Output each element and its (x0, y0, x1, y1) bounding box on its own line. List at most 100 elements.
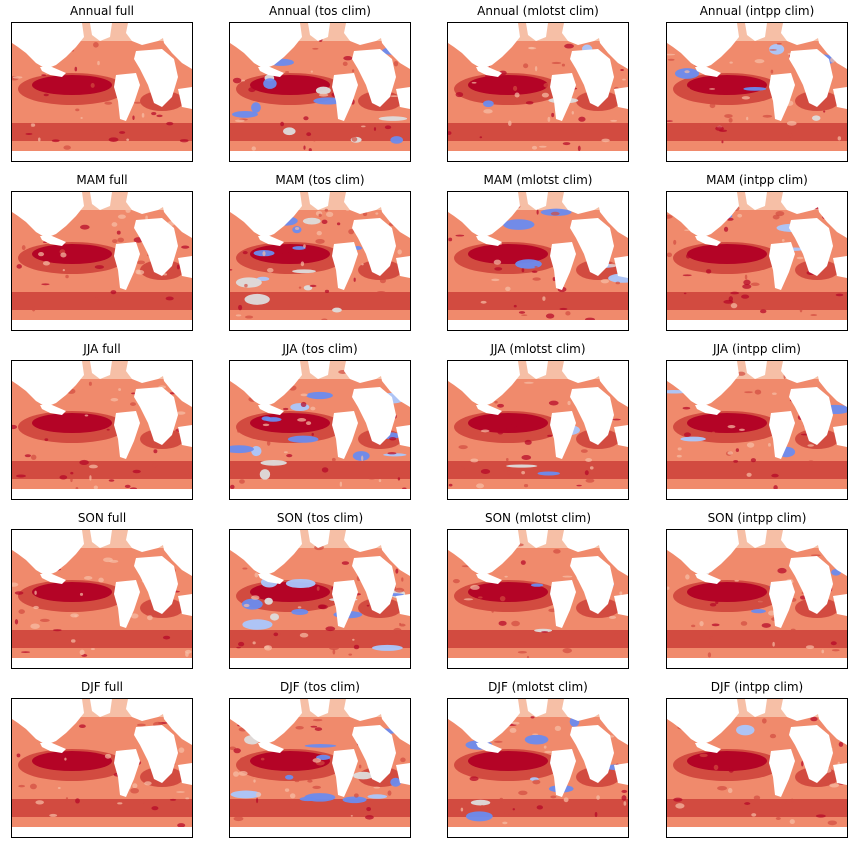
land-asia (160, 530, 192, 576)
texture-speck (523, 483, 529, 488)
anomaly-patch (342, 796, 367, 804)
land-antarctica (448, 827, 628, 837)
texture-speck (746, 472, 752, 477)
texture-speck (343, 55, 353, 61)
land-europe (562, 699, 608, 721)
anomaly-patch (241, 598, 263, 610)
land-europe (562, 23, 608, 45)
panel-title: JJA full (83, 342, 121, 356)
texture-speck (675, 803, 685, 809)
texture-speck (350, 815, 353, 817)
land-antarctica (230, 489, 410, 499)
texture-speck (713, 764, 719, 771)
land-north-america (448, 361, 520, 407)
anomaly-patch (352, 451, 370, 461)
texture-speck (152, 463, 158, 468)
land-africa (134, 49, 178, 107)
anomaly-patch (332, 307, 342, 313)
texture-speck (736, 371, 746, 376)
land-africa (789, 387, 833, 445)
texture-speck (331, 457, 336, 462)
texture-speck (693, 125, 701, 129)
land-antarctica (12, 320, 192, 330)
land-north-america (230, 23, 302, 69)
texture-speck (14, 591, 24, 595)
texture-speck (93, 485, 99, 490)
texture-speck (318, 213, 322, 217)
texture-speck (70, 477, 73, 483)
southern-edge-band (12, 648, 192, 658)
land-central-america (476, 405, 502, 415)
texture-speck (353, 277, 356, 282)
texture-speck (807, 444, 814, 447)
texture-speck (393, 627, 402, 634)
texture-speck (144, 781, 152, 786)
texture-speck (480, 300, 487, 304)
texture-speck (397, 249, 402, 255)
anomaly-patch (534, 628, 553, 633)
land-antarctica (448, 658, 628, 668)
texture-speck (508, 120, 512, 127)
texture-speck (118, 388, 122, 391)
texture-speck (92, 130, 96, 133)
texture-speck (619, 591, 623, 595)
land-antarctica (667, 658, 847, 668)
texture-speck (685, 574, 690, 580)
land-antarctica (667, 320, 847, 330)
texture-speck (119, 131, 126, 134)
texture-speck (283, 451, 288, 454)
texture-speck (307, 779, 313, 783)
land-central-america (476, 67, 502, 77)
texture-speck (117, 214, 126, 219)
texture-speck (136, 723, 146, 727)
land-africa (789, 725, 833, 783)
texture-speck (709, 638, 712, 644)
texture-speck (299, 632, 309, 638)
texture-speck (233, 771, 240, 777)
texture-speck (534, 265, 538, 269)
texture-speck (589, 466, 594, 470)
land-asia (378, 192, 410, 238)
texture-speck (310, 70, 313, 73)
anomaly-patch (235, 277, 262, 288)
land-asia (815, 530, 847, 576)
texture-speck (387, 452, 397, 455)
texture-speck (815, 814, 826, 818)
texture-speck (396, 468, 402, 472)
land-antarctica (230, 151, 410, 161)
land-africa (352, 725, 396, 783)
panel-title: SON (tos clim) (276, 511, 364, 525)
land-central-america (695, 67, 721, 77)
texture-speck (230, 268, 233, 271)
map-frame (666, 360, 848, 500)
anomaly-patch (470, 799, 491, 806)
land-south-america (769, 411, 795, 459)
texture-speck (448, 237, 453, 242)
texture-speck (810, 314, 818, 316)
equatorial-core (250, 413, 330, 433)
texture-speck (321, 219, 328, 225)
equatorial-core (468, 244, 548, 264)
texture-speck (837, 136, 842, 141)
land-europe (126, 530, 172, 552)
texture-speck (317, 604, 327, 610)
texture-speck (469, 776, 479, 782)
texture-speck (729, 61, 733, 64)
texture-speck (65, 274, 69, 279)
texture-speck (373, 127, 377, 131)
texture-speck (521, 470, 526, 475)
texture-speck (772, 214, 780, 220)
texture-speck (309, 284, 317, 288)
texture-speck (181, 245, 190, 249)
texture-speck (483, 109, 493, 114)
texture-speck (514, 92, 520, 98)
land-europe (344, 699, 390, 721)
texture-speck (503, 468, 508, 473)
texture-speck (511, 721, 520, 725)
texture-speck (18, 784, 25, 788)
texture-speck (532, 277, 541, 281)
texture-speck (667, 120, 673, 122)
texture-speck (169, 798, 177, 801)
anomaly-patch (530, 583, 544, 587)
texture-speck (517, 650, 527, 654)
